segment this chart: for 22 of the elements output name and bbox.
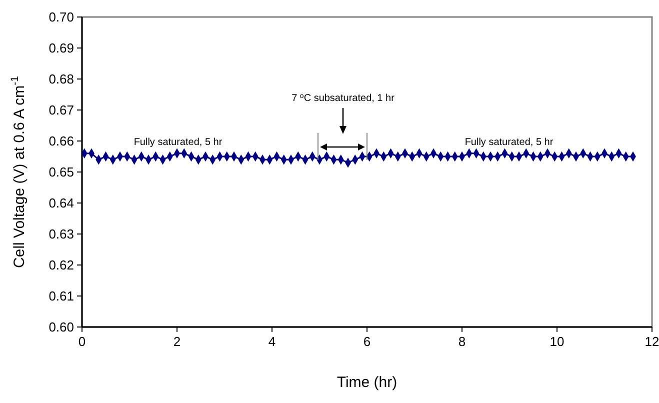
- x-tick-label: 4: [268, 334, 276, 349]
- y-tick-label: 0.62: [48, 258, 74, 273]
- annotation: Fully saturated, 5 hr: [134, 137, 223, 148]
- y-tick-label: 0.65: [48, 164, 74, 180]
- annotation: Fully saturated, 5 hr: [464, 137, 554, 148]
- y-tick-label: 0.70: [48, 10, 74, 25]
- annotation: 7 $^{o}$C subsaturated, 1 hr: [292, 92, 396, 104]
- x-tick-label: 12: [644, 334, 659, 349]
- x-tick-label: 10: [550, 334, 564, 349]
- y-tick-label: 0.69: [48, 40, 74, 56]
- y-tick-label: 0.67: [48, 102, 74, 118]
- y-tick-label: 0.64: [48, 196, 74, 211]
- x-tick-label: 6: [363, 334, 371, 349]
- x-tick-label: 0: [78, 334, 86, 349]
- y-tick-label: 0.66: [48, 134, 74, 149]
- y-tick-label: 0.60: [48, 320, 74, 335]
- y-tick-label: 0.68: [48, 72, 74, 87]
- y-tick-label: 0.63: [48, 226, 74, 242]
- x-tick-label: 8: [458, 334, 466, 349]
- x-tick-label: 2: [173, 334, 181, 349]
- x-axis-title: Time (hr): [336, 374, 398, 391]
- y-tick-label: 0.61: [48, 288, 74, 304]
